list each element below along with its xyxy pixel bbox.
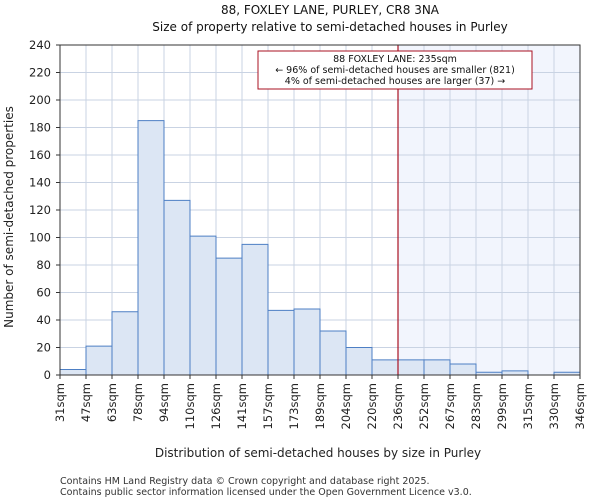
x-tick-label: 173sqm (287, 383, 301, 429)
x-tick-label: 157sqm (261, 383, 275, 429)
y-tick-label: 100 (29, 231, 51, 245)
x-tick-label: 252sqm (417, 383, 431, 429)
x-axis-label: Distribution of semi-detached houses by … (155, 446, 481, 460)
chart-title: 88, FOXLEY LANE, PURLEY, CR8 3NA (221, 3, 440, 17)
bar-63sqm (111, 311, 139, 376)
y-tick-label: 140 (29, 176, 51, 190)
x-tick-label: 299sqm (495, 383, 509, 429)
x-tick-label: 189sqm (313, 383, 327, 429)
y-tick-label: 40 (36, 313, 51, 327)
bar-31sqm (59, 369, 87, 376)
bar-94sqm (163, 199, 191, 376)
annotation-border (257, 50, 533, 90)
y-tick-label: 220 (29, 66, 51, 80)
chart-subtitle: Size of property relative to semi-detach… (152, 20, 507, 34)
annotation-line-1: 88 FOXLEY LANE: 235sqm (333, 54, 457, 65)
y-axis-label: Number of semi-detached properties (2, 106, 16, 328)
x-tick-label: 315sqm (521, 383, 535, 429)
y-tick-label: 200 (29, 93, 51, 107)
bar-189sqm (319, 330, 347, 376)
footer-line-2: Contains public sector information licen… (60, 487, 472, 498)
x-tick-label: 330sqm (547, 383, 561, 429)
y-tick-label: 80 (36, 258, 51, 272)
bar-47sqm (85, 345, 113, 376)
bar-236sqm (397, 359, 425, 376)
bar-252sqm (423, 359, 451, 376)
x-tick-label: 141sqm (235, 383, 249, 429)
axes (56, 44, 581, 379)
bar-173sqm (293, 308, 321, 376)
bar-78sqm (137, 120, 165, 376)
y-tick-label: 20 (36, 341, 51, 355)
x-tick-label: 63sqm (105, 383, 119, 422)
x-tick-label: 126sqm (209, 383, 223, 429)
x-tick-label: 204sqm (339, 383, 353, 429)
x-tick-label: 110sqm (183, 383, 197, 429)
x-tick-label: 31sqm (53, 383, 67, 422)
bar-110sqm (189, 235, 217, 376)
y-tick-labels: 0 20 40 60 80 100 120 140 160 180 200 220 240 (29, 38, 51, 382)
bar-126sqm (215, 257, 243, 376)
bar-299sqm (501, 370, 529, 376)
bar-157sqm (267, 309, 295, 376)
y-tick-label: 160 (29, 148, 51, 162)
x-tick-label: 94sqm (157, 383, 171, 422)
bar-267sqm (449, 363, 477, 376)
x-tick-label: 220sqm (365, 383, 379, 429)
x-tick-label: 47sqm (79, 383, 93, 422)
annotation-line-3: 4% of semi-detached houses are larger (3… (285, 76, 505, 87)
annotation-line-2: ← 96% of semi-detached houses are smalle… (275, 65, 515, 76)
y-tick-label: 0 (44, 368, 51, 382)
x-tick-label: 236sqm (391, 383, 405, 429)
footer-line-1: Contains HM Land Registry data © Crown c… (60, 476, 430, 487)
bar-220sqm (371, 359, 399, 376)
bar-141sqm (241, 243, 269, 376)
x-tick-labels: 31sqm 47sqm 63sqm 78sqm 94sqm 110sqm 126sqm 141… (53, 383, 587, 429)
y-tick-label: 120 (29, 203, 51, 217)
x-tick-label: 78sqm (131, 383, 145, 422)
y-tick-label: 240 (29, 38, 51, 52)
y-tick-label: 60 (36, 286, 51, 300)
y-tick-label: 180 (29, 121, 51, 135)
x-tick-label: 346sqm (573, 383, 587, 429)
bar-204sqm (345, 347, 373, 376)
x-tick-label: 267sqm (443, 383, 457, 429)
x-tick-label: 283sqm (469, 383, 483, 429)
annotation-box: 88 FOXLEY LANE: 235sqm ← 96% of semi-det… (257, 50, 533, 90)
